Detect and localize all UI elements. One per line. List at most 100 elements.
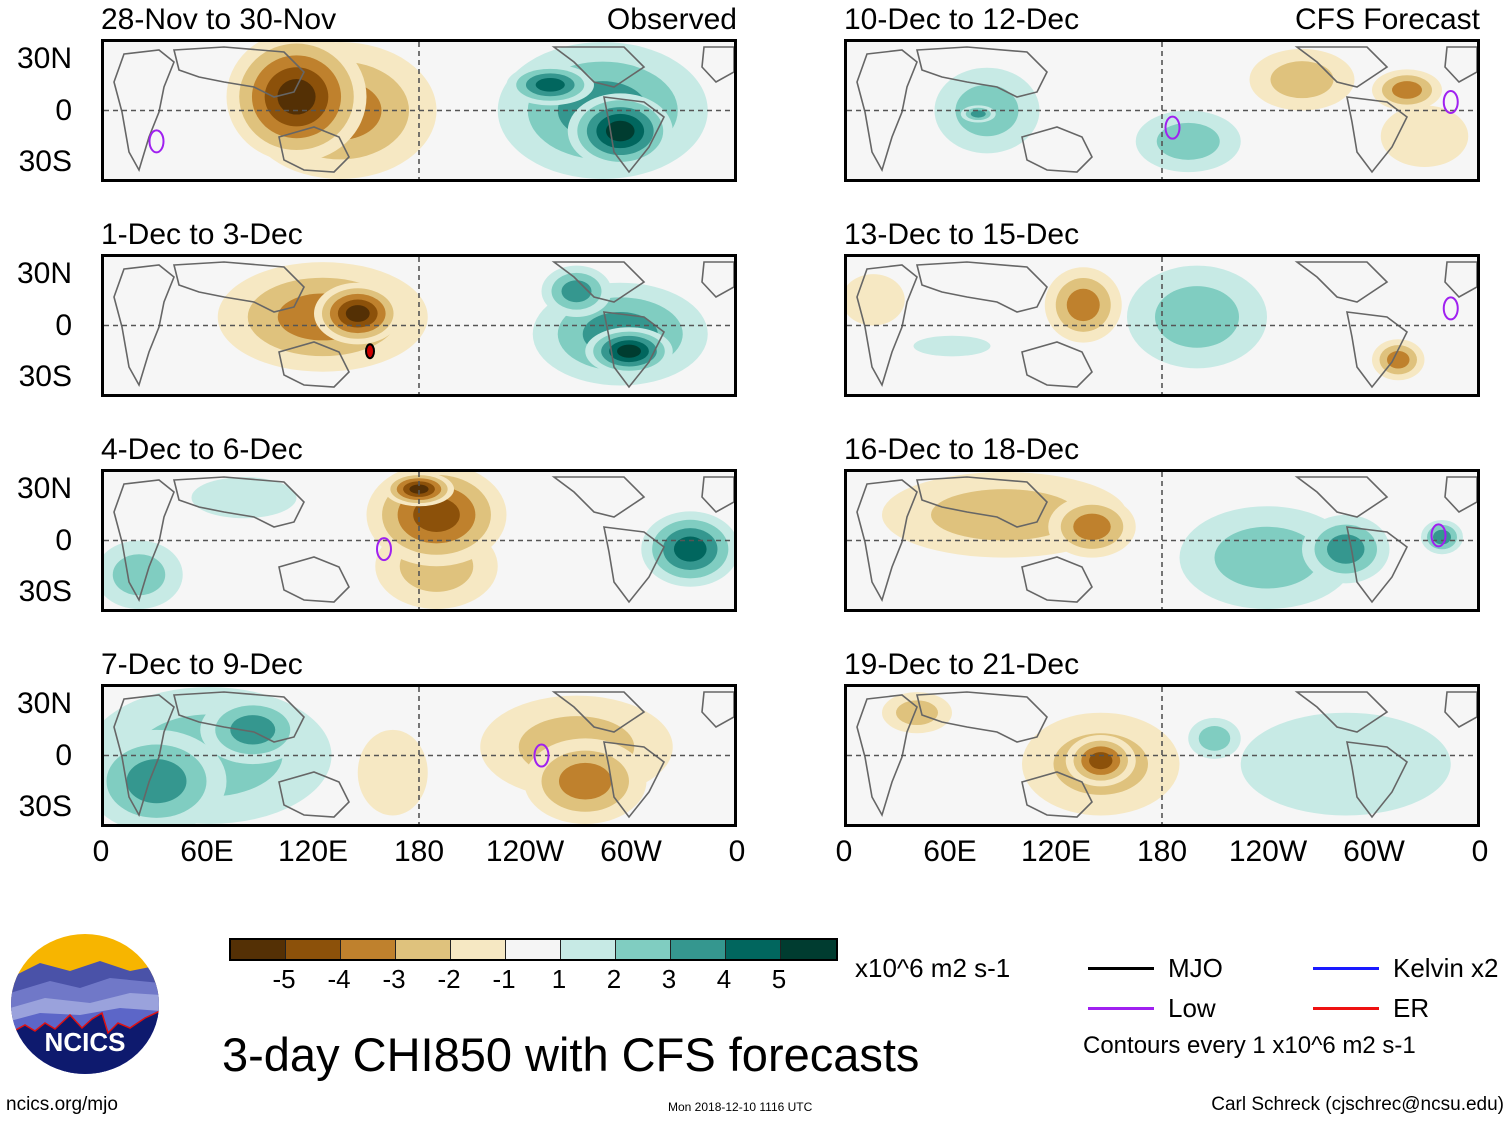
y-tick-label: 0 bbox=[55, 308, 72, 342]
colorbar-swatch bbox=[561, 940, 616, 959]
x-tick-label: 60E bbox=[923, 835, 977, 868]
footer-url-link[interactable]: ncics.org/mjo bbox=[6, 1094, 118, 1115]
coastline bbox=[1345, 96, 1409, 174]
colorbar-tick-label: 5 bbox=[771, 964, 787, 994]
legend-label-mjo: MJO bbox=[1168, 953, 1223, 983]
coastline bbox=[551, 261, 646, 303]
panel-period-label: 4-Dec to 6-Dec bbox=[101, 433, 303, 466]
panel-period-label: 13-Dec to 15-Dec bbox=[844, 218, 1080, 251]
anomaly-contour bbox=[559, 762, 612, 800]
legend-label-er: ER bbox=[1393, 993, 1430, 1023]
anomaly-contour bbox=[1270, 61, 1334, 99]
coastline bbox=[551, 46, 646, 88]
anomaly-contour bbox=[673, 536, 707, 562]
coastline bbox=[172, 261, 305, 313]
low-contour bbox=[533, 743, 550, 768]
low-contour bbox=[376, 537, 392, 562]
anomaly-contour bbox=[345, 305, 370, 322]
anomaly-contour bbox=[535, 77, 565, 92]
low-contour bbox=[1442, 89, 1459, 114]
x-tick-label: 120W bbox=[485, 835, 565, 868]
map-panel bbox=[844, 254, 1480, 397]
anomaly-contour bbox=[605, 120, 635, 142]
coastline bbox=[172, 46, 305, 98]
ncics-logo[interactable]: NCICS bbox=[10, 933, 160, 1075]
coastline bbox=[1444, 691, 1477, 729]
coastline bbox=[1345, 311, 1409, 389]
panel-period-label: 1-Dec to 3-Dec bbox=[101, 218, 303, 251]
map-panel bbox=[101, 684, 737, 827]
x-tick-label: 120W bbox=[1228, 835, 1308, 868]
colorbar-tick-label: -5 bbox=[272, 964, 296, 994]
coastline bbox=[1345, 526, 1409, 604]
coastline bbox=[278, 771, 350, 818]
anomaly-contour bbox=[1433, 529, 1451, 545]
coastline bbox=[278, 341, 350, 388]
colorbar-swatch bbox=[506, 940, 561, 959]
coastline bbox=[602, 526, 666, 604]
map-panel bbox=[844, 39, 1480, 182]
coastline bbox=[551, 691, 646, 733]
coastline bbox=[172, 476, 305, 528]
low-contour bbox=[1164, 115, 1181, 140]
panel-kind-label: Observed bbox=[606, 3, 737, 36]
anomaly-contour bbox=[1392, 81, 1422, 99]
anomaly-contour bbox=[413, 497, 460, 532]
legend-label-low: Low bbox=[1168, 993, 1216, 1023]
contour-interval-note: Contours every 1 x10^6 m2 s-1 bbox=[1083, 1032, 1416, 1059]
colorbar-swatch bbox=[396, 940, 451, 959]
coastline bbox=[1021, 771, 1093, 818]
anomaly-contour bbox=[970, 110, 986, 118]
anomaly-contour bbox=[1387, 350, 1410, 369]
y-tick-label: 30N bbox=[16, 687, 72, 721]
coastline bbox=[113, 264, 175, 388]
y-tick-label: 30S bbox=[18, 789, 72, 823]
colorbar bbox=[229, 938, 838, 961]
footer-timestamp: Mon 2018-12-10 1116 UTC bbox=[668, 1100, 813, 1114]
legend-item-low: Low bbox=[1088, 995, 1216, 1021]
y-tick-label: 0 bbox=[55, 738, 72, 772]
coastline bbox=[278, 126, 350, 173]
anomaly-contour bbox=[1155, 286, 1239, 348]
coastline bbox=[856, 49, 918, 173]
colorbar-tick-label: -3 bbox=[382, 964, 406, 994]
anomaly-contour bbox=[847, 274, 905, 326]
colorbar-swatch bbox=[451, 940, 506, 959]
low-line-swatch bbox=[1088, 1006, 1154, 1010]
coastline bbox=[1345, 741, 1409, 819]
anomaly-contour bbox=[1327, 534, 1365, 564]
coastline bbox=[856, 694, 918, 818]
kelvin-line-swatch bbox=[1313, 966, 1379, 970]
anomaly-contour bbox=[1089, 752, 1113, 770]
colorbar-tick-label: -1 bbox=[492, 964, 516, 994]
coastline bbox=[1021, 556, 1093, 603]
coastline bbox=[701, 476, 734, 514]
colorbar-swatch bbox=[671, 940, 726, 959]
coastline bbox=[915, 261, 1048, 313]
coastline bbox=[1444, 46, 1477, 84]
coastline bbox=[915, 691, 1048, 743]
anomaly-contour bbox=[913, 335, 991, 357]
coastline bbox=[551, 476, 646, 518]
anomaly-contour bbox=[1240, 712, 1451, 816]
er-line-swatch bbox=[1313, 1006, 1379, 1010]
coastline bbox=[113, 694, 175, 818]
colorbar-tick-label: -4 bbox=[327, 964, 351, 994]
colorbar-tick-label: 4 bbox=[716, 964, 732, 994]
map-panel bbox=[101, 254, 737, 397]
coastline bbox=[1294, 691, 1389, 733]
coastline bbox=[915, 46, 1048, 98]
x-tick-label: 0 bbox=[1471, 835, 1489, 868]
x-tick-label: 120E bbox=[1020, 835, 1092, 868]
panel-period-label: 28-Nov to 30-Nov bbox=[101, 3, 337, 36]
anomaly-contour bbox=[1380, 105, 1469, 168]
anomaly-contour bbox=[1198, 726, 1231, 751]
coastline bbox=[856, 264, 918, 388]
er-contour bbox=[365, 343, 375, 360]
figure-title: 3-day CHI850 with CFS forecasts bbox=[222, 1028, 920, 1081]
footer-author: Carl Schreck (cjschrec@ncsu.edu) bbox=[1211, 1094, 1504, 1115]
y-tick-label: 30S bbox=[18, 144, 72, 178]
coastline bbox=[113, 49, 175, 173]
legend-item-mjo: MJO bbox=[1088, 955, 1223, 981]
y-tick-label: 30N bbox=[16, 257, 72, 291]
